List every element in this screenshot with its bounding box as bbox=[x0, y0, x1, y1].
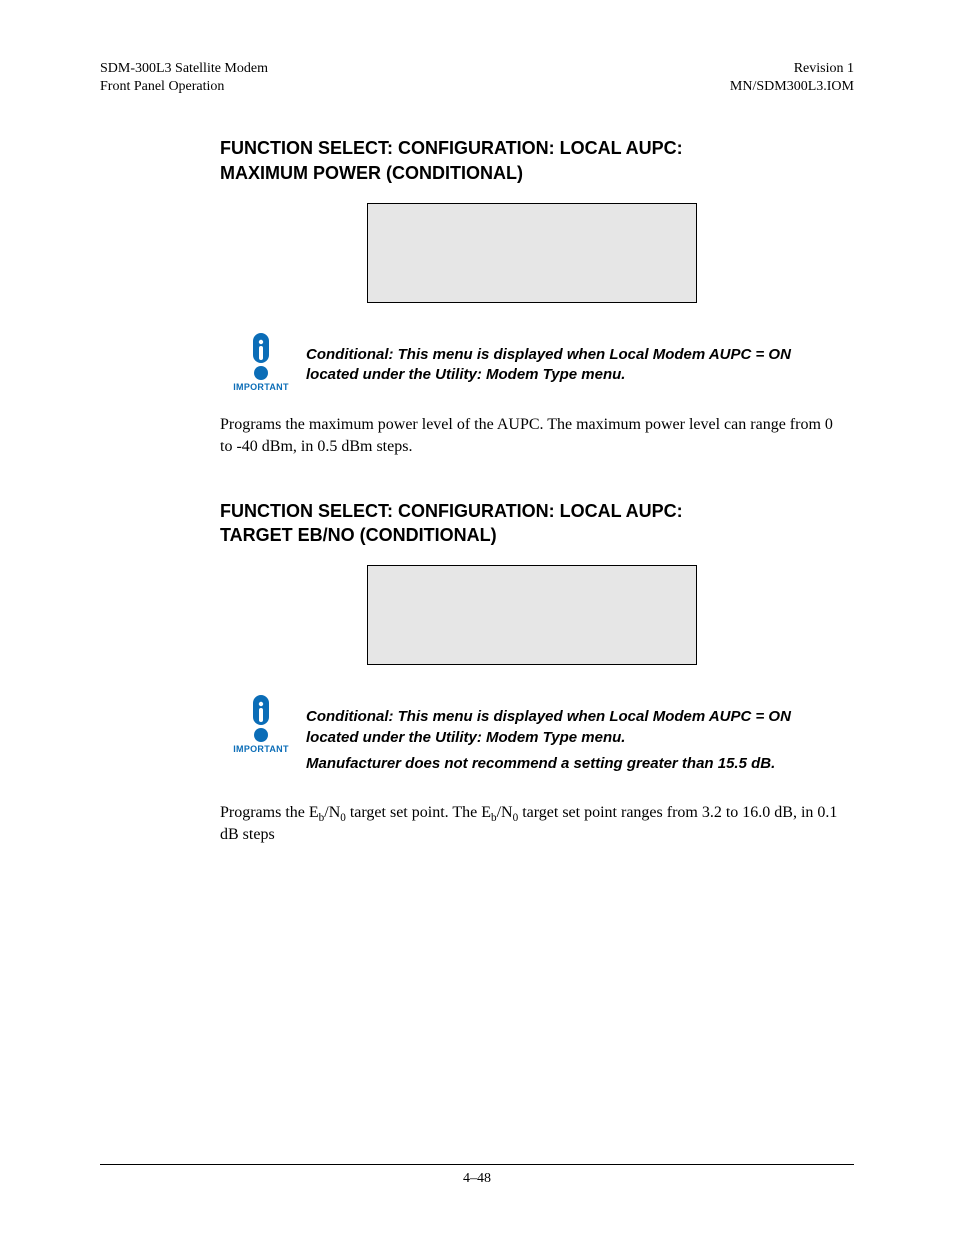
page-footer: 4–48 bbox=[100, 1164, 854, 1187]
section2-display-box bbox=[367, 565, 697, 665]
section1-body: Programs the maximum power level of the … bbox=[220, 414, 844, 459]
section1-heading: FUNCTION SELECT: CONFIGURATION: LOCAL AU… bbox=[220, 136, 844, 185]
header-docid: MN/SDM300L3.IOM bbox=[730, 78, 854, 96]
content-area: FUNCTION SELECT: CONFIGURATION: LOCAL AU… bbox=[220, 136, 844, 847]
section1-note: IMPORTANT Conditional: This menu is disp… bbox=[234, 331, 844, 392]
section2-heading-line2: TARGET EB/NO (CONDITIONAL) bbox=[220, 523, 844, 547]
s2-body-p3: target set point. The E bbox=[346, 804, 491, 821]
section2-note: IMPORTANT Conditional: This menu is disp… bbox=[234, 693, 844, 780]
section2-note-line2: Manufacturer does not recommend a settin… bbox=[306, 754, 844, 774]
important-icon: IMPORTANT bbox=[234, 693, 288, 754]
s2-body-p2: /N bbox=[324, 804, 340, 821]
s2-body-p4: /N bbox=[497, 804, 513, 821]
page-header: SDM-300L3 Satellite Modem Front Panel Op… bbox=[100, 60, 854, 96]
section1-heading-line2: MAXIMUM POWER (CONDITIONAL) bbox=[220, 161, 844, 185]
header-section: Front Panel Operation bbox=[100, 78, 268, 96]
section2-heading-line1: FUNCTION SELECT: CONFIGURATION: LOCAL AU… bbox=[220, 499, 844, 523]
page-number: 4–48 bbox=[463, 1171, 491, 1186]
exclamation-icon bbox=[239, 693, 283, 743]
section2-body: Programs the Eb/N0 target set point. The… bbox=[220, 802, 844, 847]
section1-display-box bbox=[367, 203, 697, 303]
section1-note-text: Conditional: This menu is displayed when… bbox=[306, 331, 844, 392]
important-icon: IMPORTANT bbox=[234, 331, 288, 392]
header-right: Revision 1 MN/SDM300L3.IOM bbox=[730, 60, 854, 96]
section2-heading: FUNCTION SELECT: CONFIGURATION: LOCAL AU… bbox=[220, 499, 844, 548]
section2-note-line1: Conditional: This menu is displayed when… bbox=[306, 707, 844, 748]
header-revision: Revision 1 bbox=[730, 60, 854, 78]
section2-note-text: Conditional: This menu is displayed when… bbox=[306, 693, 844, 780]
header-left: SDM-300L3 Satellite Modem Front Panel Op… bbox=[100, 60, 268, 96]
document-page: SDM-300L3 Satellite Modem Front Panel Op… bbox=[0, 0, 954, 1235]
important-label: IMPORTANT bbox=[233, 382, 289, 392]
header-product: SDM-300L3 Satellite Modem bbox=[100, 60, 268, 78]
exclamation-icon bbox=[239, 331, 283, 381]
section1-note-line1: Conditional: This menu is displayed when… bbox=[306, 345, 844, 386]
footer-rule bbox=[100, 1164, 854, 1165]
important-label: IMPORTANT bbox=[233, 744, 289, 754]
section1-heading-line1: FUNCTION SELECT: CONFIGURATION: LOCAL AU… bbox=[220, 136, 844, 160]
s2-body-p1: Programs the E bbox=[220, 804, 319, 821]
